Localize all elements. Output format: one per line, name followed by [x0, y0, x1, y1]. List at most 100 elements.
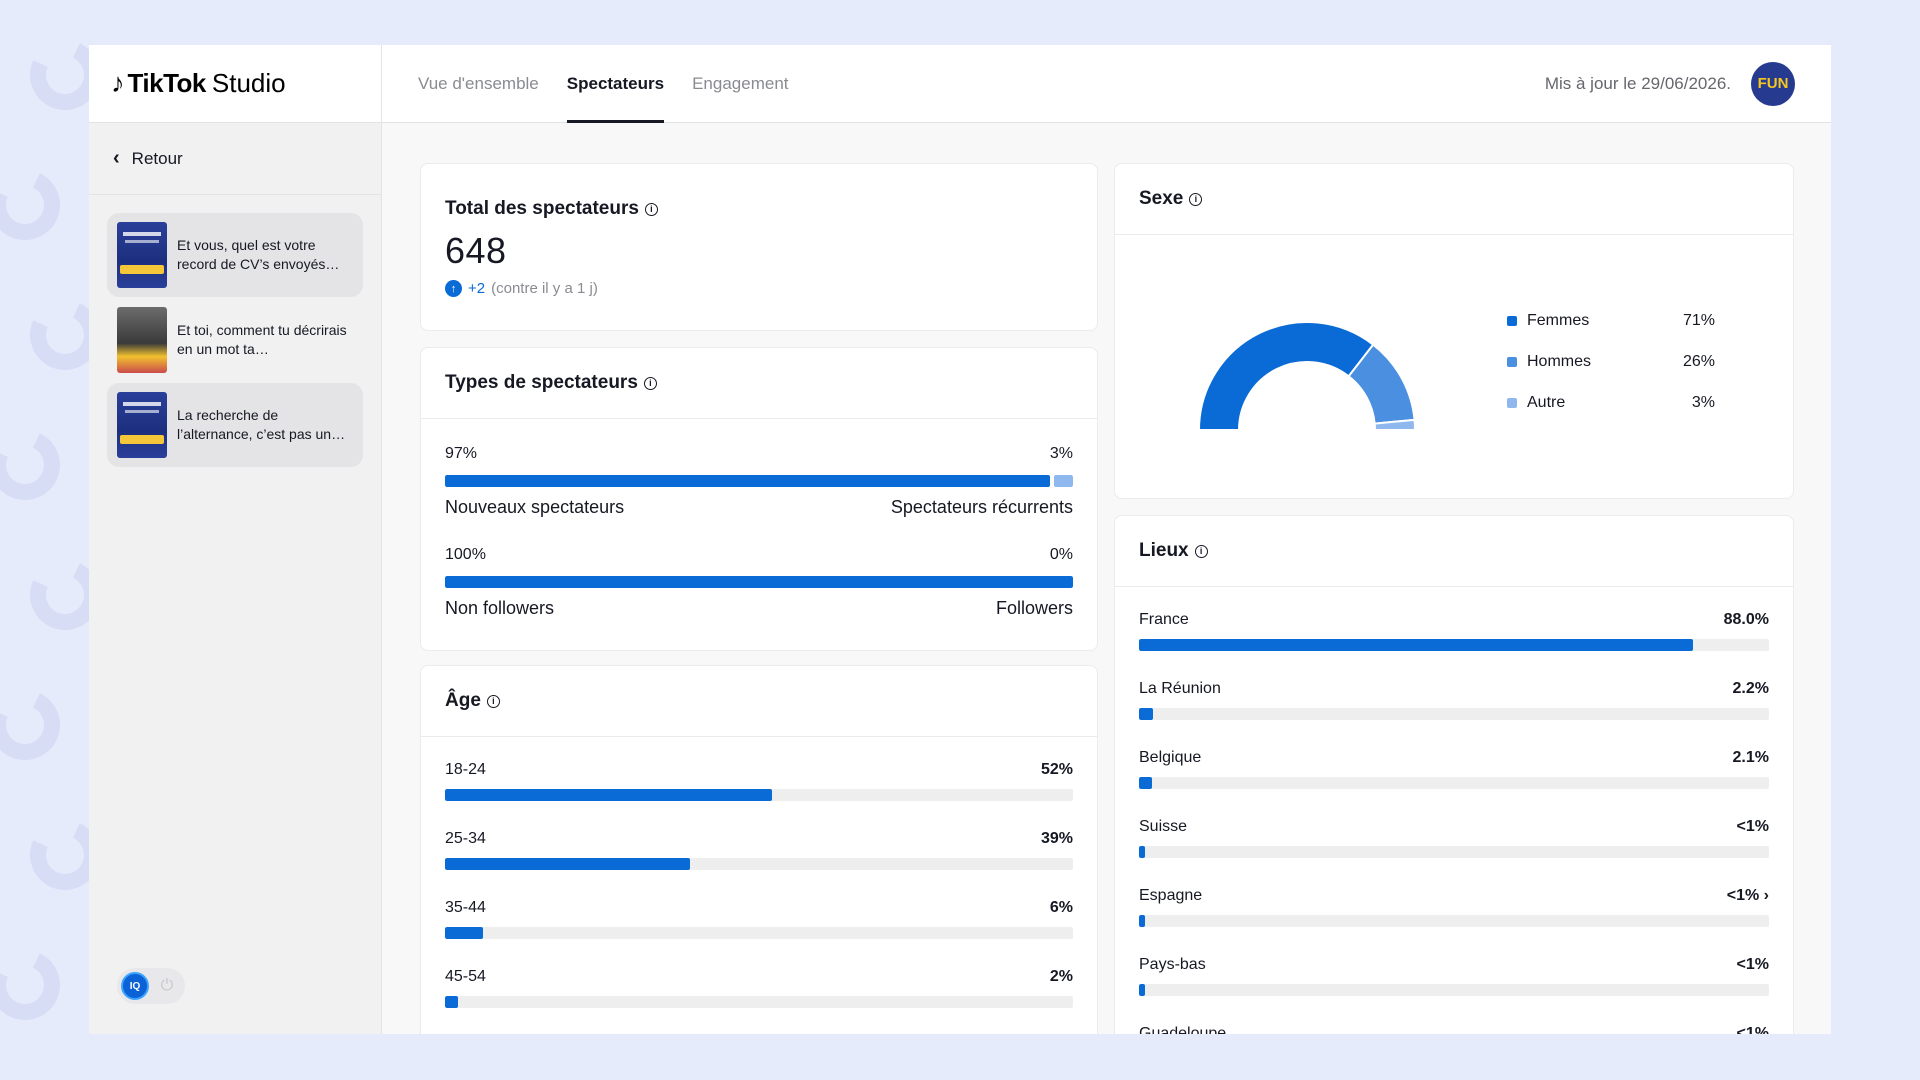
viewer-type-row: 100% 0% Non followers Followers: [445, 546, 1073, 619]
bar-fill: [445, 475, 1051, 487]
donut-segment-autre[interactable]: [1373, 418, 1417, 431]
row-value: 2%: [1049, 968, 1073, 985]
extension-toggle: IQ ⏻: [117, 968, 185, 1004]
row-value: 6%: [1049, 899, 1073, 916]
smiley-icon: [0, 680, 70, 770]
age-title: Âge: [445, 690, 481, 711]
bar-fill: [1139, 708, 1153, 720]
info-icon[interactable]: i: [486, 694, 500, 708]
info-icon[interactable]: i: [644, 202, 658, 216]
bar-track: [1139, 915, 1769, 927]
left-label: Non followers: [445, 598, 555, 618]
bar-track: [445, 996, 1073, 1008]
top-bar: Vue d'ensemble Spectateurs Engagement Mi…: [382, 45, 1831, 123]
bar-fill: [445, 789, 772, 801]
tab-engagement[interactable]: Engagement: [692, 73, 789, 93]
main-panel: Vue d'ensemble Spectateurs Engagement Mi…: [382, 45, 1831, 1034]
card-header: Lieux i: [1115, 516, 1793, 587]
avatar[interactable]: FUN: [1751, 61, 1795, 106]
locations-card: Lieux i France 88.0% La Réunion 2.2% Belgique…: [1114, 515, 1794, 1034]
viewer-types-card: Types de spectateurs i 97% 3% Nouveaux spe…: [420, 347, 1098, 651]
video-item[interactable]: La recherche de l’alternance, c’est pas …: [107, 383, 363, 467]
row-label: Pays-bas: [1139, 956, 1206, 973]
total-delta: ↑ +2 (contre il y a 1 j): [445, 280, 1073, 297]
smiley-icon: [0, 160, 70, 250]
split-bar: [445, 475, 1073, 487]
video-list: Et vous, quel est votre record de CV’s e…: [89, 195, 381, 486]
legend-swatch: [1507, 356, 1517, 367]
bar-fill: [445, 927, 483, 939]
logo[interactable]: ♪ TikTok Studio: [89, 45, 381, 123]
card-header: Types de spectateurs i: [421, 348, 1097, 419]
video-thumbnail: [117, 307, 167, 373]
app-window: ♪ TikTok Studio ‹ Retour Et vous, quel e…: [89, 45, 1831, 1034]
locations-title: Lieux: [1139, 540, 1189, 561]
extension-icon[interactable]: IQ: [121, 972, 149, 1000]
power-icon[interactable]: ⏻: [160, 977, 174, 994]
row-value: 52%: [1040, 761, 1073, 778]
row-value: 39%: [1040, 830, 1073, 847]
row-label: Belgique: [1139, 749, 1202, 766]
info-icon[interactable]: i: [1189, 192, 1203, 206]
row-label: Guadeloupe: [1139, 1025, 1227, 1034]
age-row: 18-24 52%: [445, 761, 1073, 801]
viewer-type-row: 97% 3% Nouveaux spectateurs Spectateurs ré…: [445, 445, 1073, 518]
back-label: Retour: [131, 148, 183, 168]
legend-item: Hommes 26%: [1507, 341, 1715, 382]
card-header: Âge i: [421, 666, 1097, 737]
bar-track: [445, 789, 1073, 801]
tab-viewers[interactable]: Spectateurs: [566, 45, 665, 123]
donut-segment-femmes[interactable]: [1197, 321, 1375, 431]
gender-title: Sexe: [1139, 188, 1184, 209]
card-title: Total des spectateurs i: [445, 198, 1073, 220]
left-label: Nouveaux spectateurs: [445, 497, 625, 517]
row-label: Suisse: [1139, 818, 1188, 835]
bar-fill: [1139, 846, 1145, 858]
legend-swatch: [1507, 397, 1517, 408]
card-title: Types de spectateurs i: [445, 372, 657, 394]
types-title: Types de spectateurs: [445, 372, 638, 393]
card-title: Lieux i: [1139, 540, 1208, 562]
location-row: Guadeloupe <1%: [1139, 1025, 1769, 1034]
legend-value: 71%: [1682, 311, 1715, 329]
info-icon[interactable]: i: [1194, 544, 1208, 558]
video-item[interactable]: Et toi, comment tu décrirais en un mot t…: [107, 298, 363, 382]
bar-track: [1139, 708, 1769, 720]
split-bar: [445, 576, 1073, 588]
location-row: La Réunion 2.2%: [1139, 680, 1769, 720]
row-value: <1%: [1736, 956, 1769, 973]
legend-value: 26%: [1682, 352, 1715, 370]
video-item[interactable]: Et vous, quel est votre record de CV’s e…: [107, 213, 363, 297]
chevron-left-icon: ‹: [113, 147, 120, 169]
bar-fill: [1139, 984, 1145, 996]
right-percent: 3%: [1049, 445, 1073, 462]
smiley-icon: [0, 420, 70, 510]
video-title: La recherche de l’alternance, c’est pas …: [177, 407, 346, 442]
tab-overview[interactable]: Vue d'ensemble: [418, 73, 539, 93]
legend-value: 3%: [1691, 393, 1715, 411]
smiley-icon: [0, 940, 70, 1030]
bar-fill: [445, 576, 1073, 588]
total-title: Total des spectateurs: [445, 198, 639, 219]
tiktok-note-icon: ♪: [111, 68, 125, 98]
row-label: 18-24: [445, 761, 486, 778]
location-row: Espagne <1% ›: [1139, 887, 1769, 927]
back-button[interactable]: ‹ Retour: [89, 123, 381, 195]
info-icon[interactable]: i: [643, 376, 657, 390]
bar-fill: [445, 996, 458, 1008]
row-label: 45-54: [445, 968, 486, 985]
legend-swatch: [1507, 315, 1517, 326]
arrow-up-icon: ↑: [445, 280, 462, 297]
age-row: 25-34 39%: [445, 830, 1073, 870]
card-title: Âge i: [445, 690, 500, 712]
row-value: 2.1%: [1732, 749, 1769, 766]
smiley-icon: [20, 290, 90, 380]
logo-subtext: Studio: [211, 68, 286, 98]
left-percent: 100%: [445, 546, 486, 563]
row-value: <1%: [1736, 818, 1769, 835]
card-header: Sexe i: [1115, 164, 1793, 235]
age-row: 45-54 2%: [445, 968, 1073, 1008]
legend-item: Autre 3%: [1507, 382, 1715, 423]
